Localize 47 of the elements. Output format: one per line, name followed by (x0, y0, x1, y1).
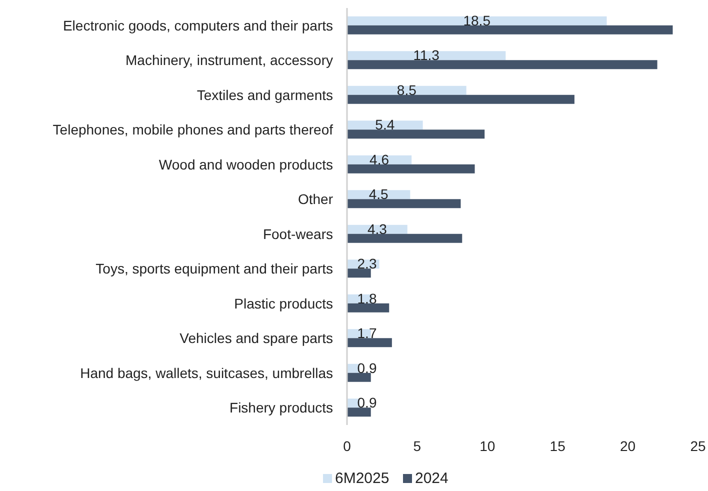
bar (347, 16, 607, 26)
bar (347, 130, 485, 139)
bar (347, 25, 673, 34)
data-label: 2.3 (357, 256, 377, 272)
y-tick-label: Machinery, instrument, accessory (126, 52, 333, 68)
bar (347, 234, 462, 243)
x-tick-label: 0 (343, 438, 352, 454)
x-tick-label: 5 (413, 438, 422, 454)
data-label: 0.9 (357, 394, 377, 411)
y-tick-label: Telephones, mobile phones and parts thereof (52, 122, 334, 138)
data-label: 1.8 (357, 290, 377, 306)
y-tick-label: Foot-wears (262, 226, 333, 242)
y-tick-label: Other (298, 191, 334, 208)
bar (347, 199, 461, 208)
x-tick-label: 25 (690, 438, 706, 454)
data-label: 1.7 (357, 325, 377, 342)
legend-label: 2024 (415, 470, 448, 487)
y-tick-label: Fishery products (230, 400, 333, 416)
bar (347, 268, 371, 278)
x-tick-label: 20 (620, 438, 636, 454)
data-label: 4.3 (367, 220, 388, 237)
y-tick-label: Textiles and garments (196, 86, 333, 103)
y-tick-label: Hand bags, wallets, suitcases, umbrellas (80, 364, 333, 381)
x-tick-label: 10 (480, 438, 496, 454)
bar (347, 408, 371, 417)
y-tick-label: Wood and wooden products (158, 156, 333, 172)
data-label: 18.5 (463, 12, 491, 28)
data-label: 4.5 (368, 186, 389, 202)
bar (347, 303, 390, 312)
data-label: 8.5 (396, 82, 417, 98)
bar (347, 338, 392, 348)
bar (347, 372, 371, 382)
data-label: 11.3 (413, 47, 440, 64)
bar (347, 164, 475, 174)
data-label: 5.4 (375, 116, 395, 133)
data-label: 0.9 (357, 360, 377, 376)
bar (347, 51, 506, 60)
x-tick-label: 15 (550, 438, 566, 454)
y-tick-label: Plastic products (234, 295, 333, 312)
y-tick-label: Vehicles and spare parts (180, 330, 333, 346)
y-tick-label: Electronic goods, computers and their parts (62, 17, 333, 34)
bar (347, 94, 574, 104)
legend-label: 6M2025 (335, 470, 390, 487)
bar (347, 60, 658, 70)
data-label: 4.6 (370, 151, 390, 168)
y-tick-label: Toys, sports equipment and their parts (96, 260, 333, 277)
bar (347, 86, 466, 95)
